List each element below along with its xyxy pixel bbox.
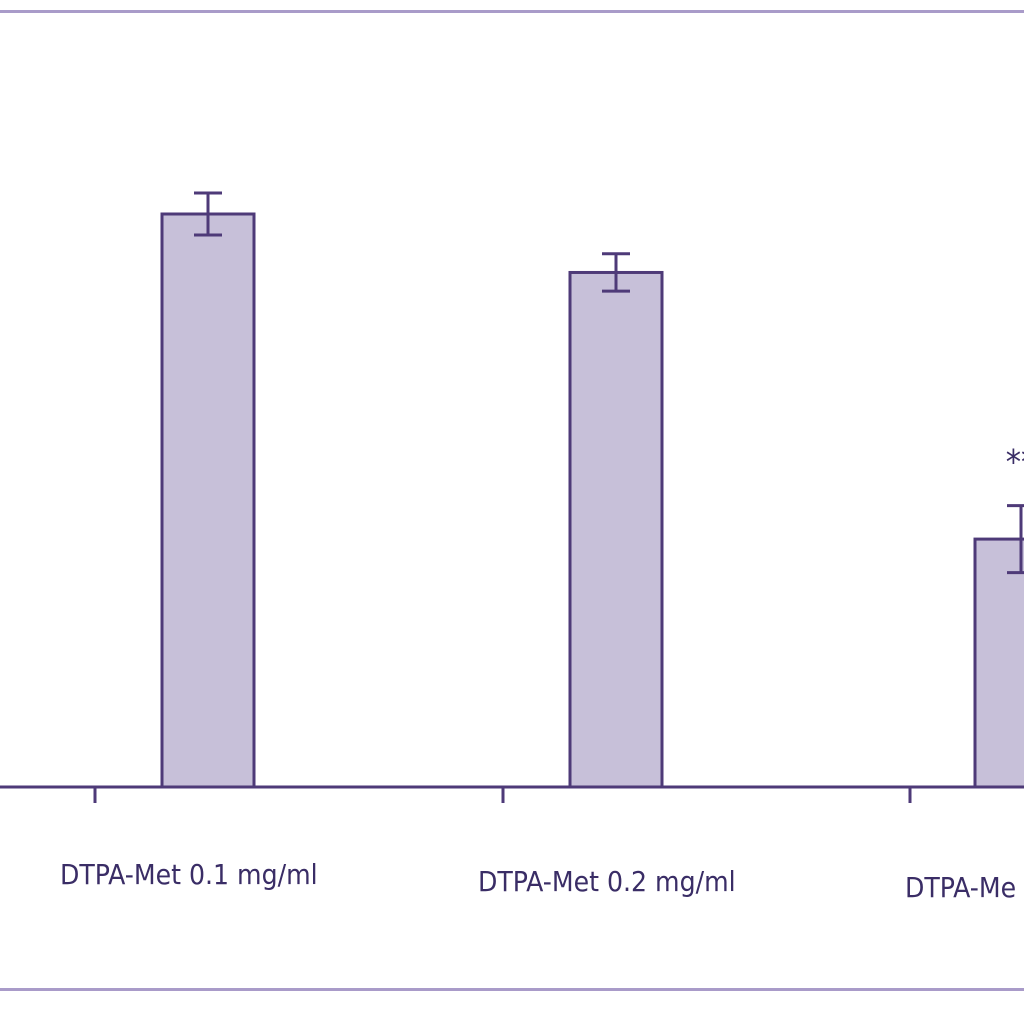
chart-frame-bottom: [0, 988, 1024, 991]
chart-frame-top: [0, 10, 1024, 13]
x-tick-label-2: DTPA-Met 0.2 mg/ml: [478, 865, 736, 898]
chart-marks: DTPA-Met 0.1 mg/ml DTPA-Met 0.2 mg/ml DTPA…: [0, 191, 1024, 904]
x-tick-label-1: DTPA-Met 0.1 mg/ml: [60, 858, 318, 891]
significance-label-3: **: [1006, 443, 1024, 483]
bar-1: [160, 212, 256, 789]
bar-2: [568, 270, 664, 789]
x-tick-label-3: DTPA-Me: [905, 871, 1016, 904]
bar-3: [973, 537, 1024, 789]
